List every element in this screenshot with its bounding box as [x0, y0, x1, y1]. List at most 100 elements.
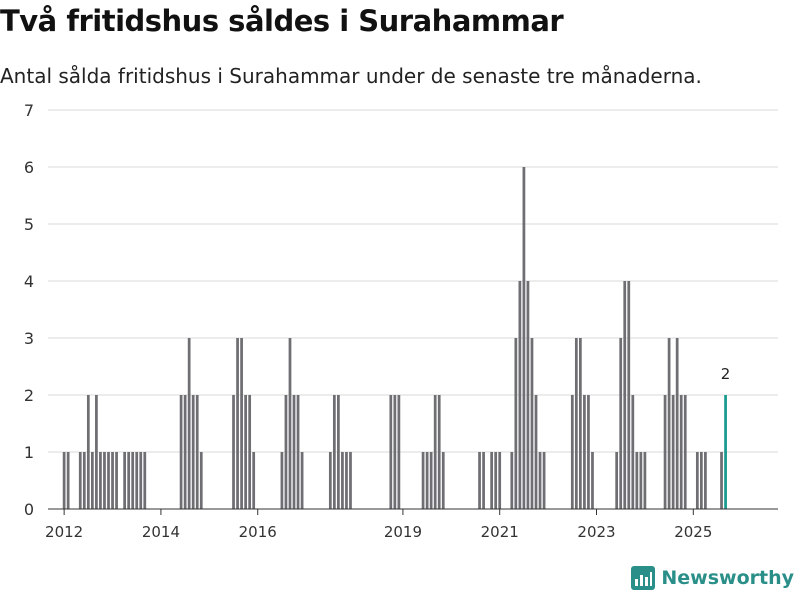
y-tick-label: 4 — [24, 272, 34, 291]
bar — [583, 395, 586, 509]
bar — [183, 395, 187, 509]
bar — [518, 281, 522, 509]
bar — [643, 452, 647, 509]
bar — [393, 395, 397, 509]
bar — [288, 338, 292, 509]
highlight-bar — [724, 395, 727, 509]
brand-logo: Newsworthy — [631, 566, 794, 590]
bar — [534, 395, 538, 509]
bar — [240, 338, 243, 509]
bar — [135, 452, 139, 509]
bar — [494, 452, 498, 509]
bar — [538, 452, 542, 509]
bar — [663, 395, 667, 509]
bar — [139, 452, 143, 509]
y-tick-label: 7 — [24, 101, 34, 120]
bar — [107, 452, 110, 509]
bar — [332, 395, 336, 509]
bar — [90, 452, 94, 509]
bar — [639, 452, 643, 509]
bar — [671, 395, 675, 509]
bar — [579, 338, 582, 509]
bar — [441, 452, 445, 509]
bar — [123, 452, 126, 509]
bar — [99, 452, 102, 509]
bar — [143, 452, 147, 509]
chart-subtitle: Antal sålda fritidshus i Surahammar unde… — [0, 64, 702, 88]
bar — [433, 395, 437, 509]
bar — [389, 395, 393, 509]
bar — [720, 452, 723, 509]
x-tick-label: 2019 — [384, 523, 422, 541]
bar — [187, 338, 191, 509]
bar — [522, 167, 526, 509]
bar — [86, 395, 90, 509]
bar — [397, 395, 401, 509]
bar — [191, 395, 195, 509]
x-tick-label: 2021 — [481, 523, 519, 541]
bar — [429, 452, 433, 509]
bar — [328, 452, 332, 509]
bar — [199, 452, 203, 509]
x-tick-label: 2016 — [239, 523, 277, 541]
bar — [62, 452, 66, 509]
bar — [482, 452, 485, 509]
bar — [349, 452, 352, 509]
y-tick-label: 3 — [24, 329, 34, 348]
bar — [341, 452, 344, 509]
bar — [78, 452, 82, 509]
bar — [252, 452, 256, 509]
bar — [704, 452, 707, 509]
bar — [244, 395, 247, 509]
bar — [111, 452, 114, 509]
y-tick-label: 5 — [24, 215, 34, 234]
bar — [627, 281, 631, 509]
bar — [232, 395, 235, 509]
bar — [615, 452, 619, 509]
data-label: 2 — [721, 365, 731, 383]
bar — [623, 281, 627, 509]
x-tick-label: 2014 — [142, 523, 180, 541]
bar — [683, 395, 687, 509]
x-tick-label: 2025 — [674, 523, 712, 541]
bar — [195, 395, 199, 509]
newsworthy-logo-icon — [631, 566, 656, 590]
y-tick-label: 0 — [24, 500, 34, 519]
bar — [127, 452, 131, 509]
bar — [574, 338, 578, 509]
bar — [478, 452, 481, 509]
bar — [115, 452, 118, 509]
bar — [667, 338, 671, 509]
bar — [619, 338, 623, 509]
bar — [425, 452, 429, 509]
bar — [280, 452, 284, 509]
bar — [131, 452, 135, 509]
x-tick-label: 2023 — [577, 523, 615, 541]
bar — [675, 338, 679, 509]
bar — [635, 452, 639, 509]
bar — [421, 452, 425, 509]
brand-name: Newsworthy — [661, 567, 794, 589]
chart-title: Två fritidshus såldes i Surahammar — [0, 4, 564, 38]
bar — [695, 452, 699, 509]
bar — [631, 395, 635, 509]
bar — [700, 452, 703, 509]
bar — [284, 395, 288, 509]
bar — [179, 395, 183, 509]
bar — [591, 452, 594, 509]
bar — [526, 281, 530, 509]
bar — [236, 338, 239, 509]
bar — [587, 395, 590, 509]
bar — [337, 395, 340, 509]
bar — [510, 452, 514, 509]
bar — [248, 395, 252, 509]
bar — [490, 452, 494, 509]
y-tick-label: 2 — [24, 386, 34, 405]
bar — [679, 395, 683, 509]
bar — [530, 338, 534, 509]
bar — [437, 395, 441, 509]
bar — [542, 452, 546, 509]
bar — [66, 452, 70, 509]
bar — [345, 452, 348, 509]
